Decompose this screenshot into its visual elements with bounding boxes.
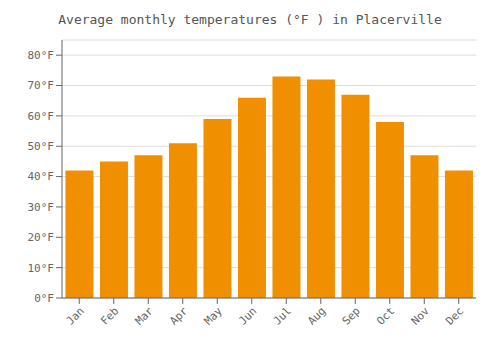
svg-text:10°F: 10°F (28, 262, 55, 275)
svg-text:Sep: Sep (340, 304, 363, 327)
svg-text:May: May (202, 304, 226, 328)
svg-text:70°F: 70°F (28, 79, 55, 92)
svg-text:Nov: Nov (409, 304, 433, 328)
svg-text:Mar: Mar (133, 304, 157, 328)
svg-text:Feb: Feb (98, 304, 121, 327)
svg-text:60°F: 60°F (28, 110, 55, 123)
svg-text:Jan: Jan (64, 304, 87, 327)
svg-text:Dec: Dec (443, 304, 466, 327)
svg-text:20°F: 20°F (28, 231, 55, 244)
svg-text:50°F: 50°F (28, 140, 55, 153)
svg-text:0°F: 0°F (34, 292, 54, 305)
svg-text:Jul: Jul (271, 304, 294, 327)
svg-text:Aug: Aug (305, 304, 328, 327)
html-text:Average monthly temperatures (: Average monthly temperatures (°F ) in Pl… (58, 12, 442, 27)
svg-text:80°F: 80°F (28, 49, 55, 62)
svg-text:Oct: Oct (374, 304, 397, 327)
svg-text:40°F: 40°F (28, 170, 55, 183)
svg-text:Apr: Apr (167, 304, 191, 328)
svg-text:Jun: Jun (236, 304, 259, 327)
svg-text:30°F: 30°F (28, 201, 55, 214)
